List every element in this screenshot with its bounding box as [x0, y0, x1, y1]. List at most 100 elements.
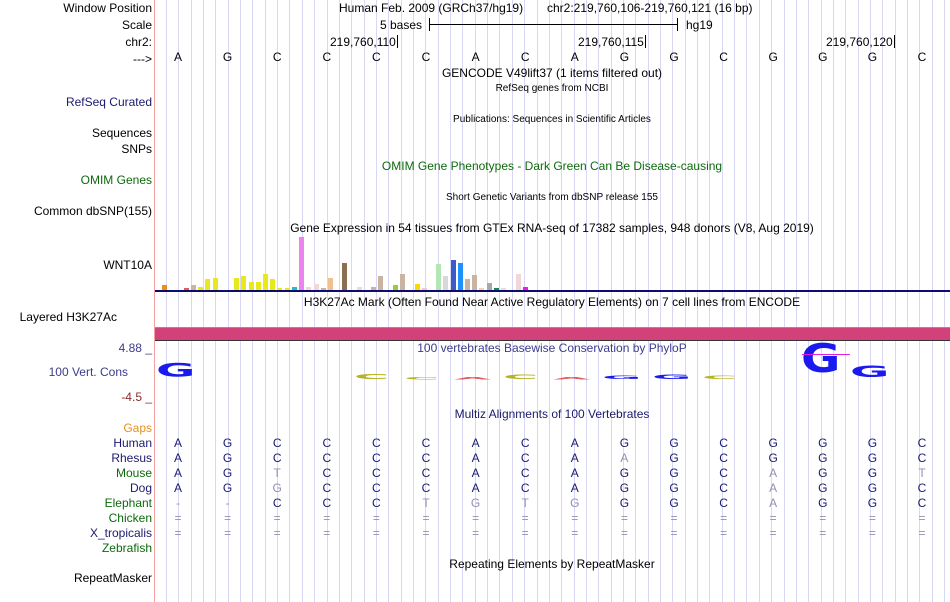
h3k27ac-track-label[interactable]: Layered H3K27Ac [19, 310, 117, 324]
cons-max-label: 4.88 _ [118, 341, 152, 355]
gtex-bar[interactable] [472, 275, 477, 290]
gtex-bar[interactable] [321, 288, 326, 290]
gtex-bar[interactable] [494, 288, 499, 290]
gtex-bar[interactable] [371, 287, 376, 290]
gtex-bar[interactable] [191, 285, 196, 290]
alignment-base: G [222, 436, 233, 450]
gtex-bar[interactable] [234, 278, 239, 290]
phylop-track-title[interactable]: 100 vertebrates Basewise Conservation by… [417, 341, 687, 355]
alignment-base: C [917, 481, 927, 495]
alignment-base: A [173, 451, 183, 465]
gtex-bar[interactable] [378, 276, 383, 290]
alignment-base: = [868, 526, 876, 540]
gtex-bar[interactable] [451, 260, 456, 290]
gtex-track-title[interactable]: Gene Expression in 54 tissues from GTEx … [290, 221, 814, 235]
gtex-bar[interactable] [342, 263, 347, 290]
chr-label: chr2: [125, 35, 152, 49]
snps-track-label[interactable]: SNPs [121, 142, 152, 156]
conservation-letter: C [701, 374, 737, 381]
h3k27ac-signal-bar[interactable] [155, 327, 950, 341]
alignment-base: A [769, 481, 778, 495]
gtex-bar[interactable] [436, 264, 441, 290]
gtex-bar[interactable] [523, 287, 528, 290]
omim-track-label[interactable]: OMIM Genes [80, 173, 152, 187]
gtex-bar[interactable] [306, 287, 311, 290]
cons-track-label[interactable]: 100 Vert. Cons [48, 365, 128, 379]
species-label[interactable]: Human [113, 436, 152, 450]
gtex-bar[interactable] [328, 278, 333, 290]
repeatmasker-track-label[interactable]: RepeatMasker [73, 571, 152, 585]
strand-label[interactable]: ---> [133, 52, 152, 66]
species-label[interactable]: X_tropicalis [89, 526, 152, 540]
gtex-bar[interactable] [292, 287, 297, 290]
gtex-bar[interactable] [277, 288, 282, 290]
h3k27ac-track-title[interactable]: H3K27Ac Mark (Often Found Near Active Re… [303, 295, 801, 309]
tick-mark [893, 35, 895, 48]
alignment-base: G [867, 481, 878, 495]
gtex-bar[interactable] [213, 278, 218, 290]
position-tick-label: 219,760,110 [330, 35, 396, 49]
grid-line [808, 0, 809, 602]
sequences-track-label[interactable]: Sequences [91, 126, 152, 140]
conservation-letter: G [652, 372, 692, 381]
species-label[interactable]: Zebrafish [101, 541, 152, 555]
gtex-bar[interactable] [415, 284, 420, 290]
grid-line [845, 0, 846, 602]
alignment-base: C [520, 436, 530, 450]
alignment-base: C [372, 466, 381, 480]
dbsnp-track-title[interactable]: Short Genetic Variants from dbSNP releas… [446, 192, 658, 203]
gtex-bar[interactable] [501, 288, 506, 290]
dbsnp-track-label[interactable]: Common dbSNP(155) [33, 204, 152, 218]
gtex-bar[interactable] [184, 288, 189, 290]
multiz-track-title[interactable]: Multiz Alignments of 100 Vertebrates [454, 407, 650, 421]
alignment-base: G [669, 451, 679, 465]
gencode-track-title[interactable]: GENCODE V49lift37 (1 items filtered out) [441, 66, 663, 80]
gtex-bar[interactable] [479, 288, 484, 290]
gtex-bar[interactable] [270, 279, 275, 290]
alignment-base: C [719, 496, 728, 510]
gtex-bar[interactable] [314, 284, 319, 290]
gtex-bar[interactable] [263, 274, 268, 290]
species-label[interactable]: Rhesus [111, 451, 152, 465]
refseq-track-label[interactable]: RefSeq Curated [65, 95, 152, 109]
publications-track-title[interactable]: Publications: Sequences in Scientific Ar… [453, 114, 651, 125]
gtex-bar[interactable] [400, 274, 405, 290]
omim-track-title[interactable]: OMIM Gene Phenotypes - Dark Green Can Be… [381, 159, 723, 173]
gtex-bar[interactable] [443, 276, 448, 290]
gtex-bar[interactable] [241, 276, 246, 290]
alignment-base: G [768, 451, 778, 465]
grid-line [944, 0, 945, 602]
alignment-base: = [918, 526, 926, 540]
gtex-bar[interactable] [299, 237, 304, 290]
gtex-bar[interactable] [205, 279, 210, 290]
gtex-bar[interactable] [256, 282, 261, 290]
gtex-bar[interactable] [516, 274, 521, 290]
species-label[interactable]: Elephant [104, 496, 152, 510]
alignment-base: C [272, 451, 282, 465]
base: G [867, 50, 878, 64]
tick-mark [644, 35, 646, 48]
gtex-bar[interactable] [249, 282, 254, 290]
refseq-track-title[interactable]: RefSeq genes from NCBI [495, 83, 609, 94]
alignment-base: G [619, 436, 630, 450]
alignment-base: G [818, 436, 828, 450]
base: A [570, 50, 579, 64]
gtex-bar[interactable] [162, 285, 167, 290]
species-label[interactable]: Mouse [115, 466, 152, 480]
gtex-bar[interactable] [393, 285, 398, 290]
gtex-bar[interactable] [357, 287, 362, 290]
alignment-base: = [769, 526, 777, 540]
repeatmasker-track-title[interactable]: Repeating Elements by RepeatMasker [449, 557, 655, 571]
base: C [322, 50, 332, 64]
wnt10a-track-label[interactable]: WNT10A [103, 258, 152, 272]
gtex-bar[interactable] [458, 263, 463, 290]
gtex-bar[interactable] [487, 283, 492, 290]
gtex-bar[interactable] [285, 288, 290, 290]
gtex-bar[interactable] [422, 288, 427, 290]
alignment-base: C [719, 481, 728, 495]
gtex-bar[interactable] [198, 287, 203, 290]
species-label[interactable]: Dog [129, 481, 152, 495]
alignment-base: G [669, 436, 679, 450]
species-label[interactable]: Chicken [108, 511, 152, 525]
gtex-bar[interactable] [465, 279, 470, 290]
